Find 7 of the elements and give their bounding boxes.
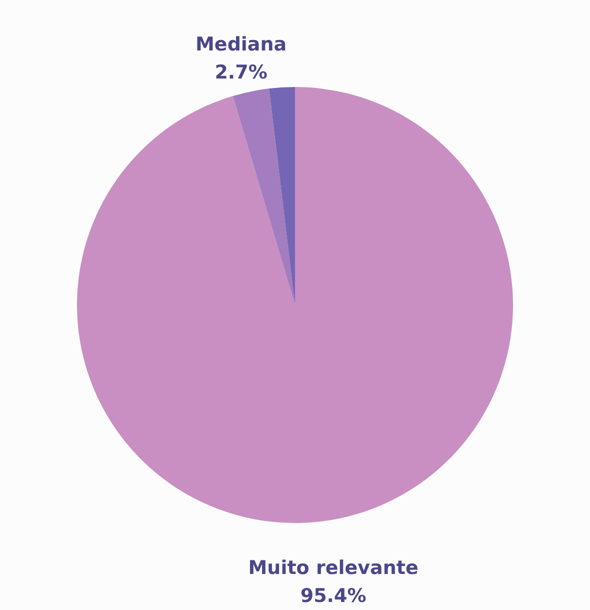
pie-slice [232, 88, 295, 305]
pie-slice [269, 87, 295, 305]
data-label: 2.7% [214, 62, 268, 84]
slice-label: Muito relevante [248, 557, 418, 580]
pie-slice [77, 87, 513, 523]
data-label: 95.4% [300, 585, 366, 608]
slice-label: Mediana [196, 34, 287, 56]
